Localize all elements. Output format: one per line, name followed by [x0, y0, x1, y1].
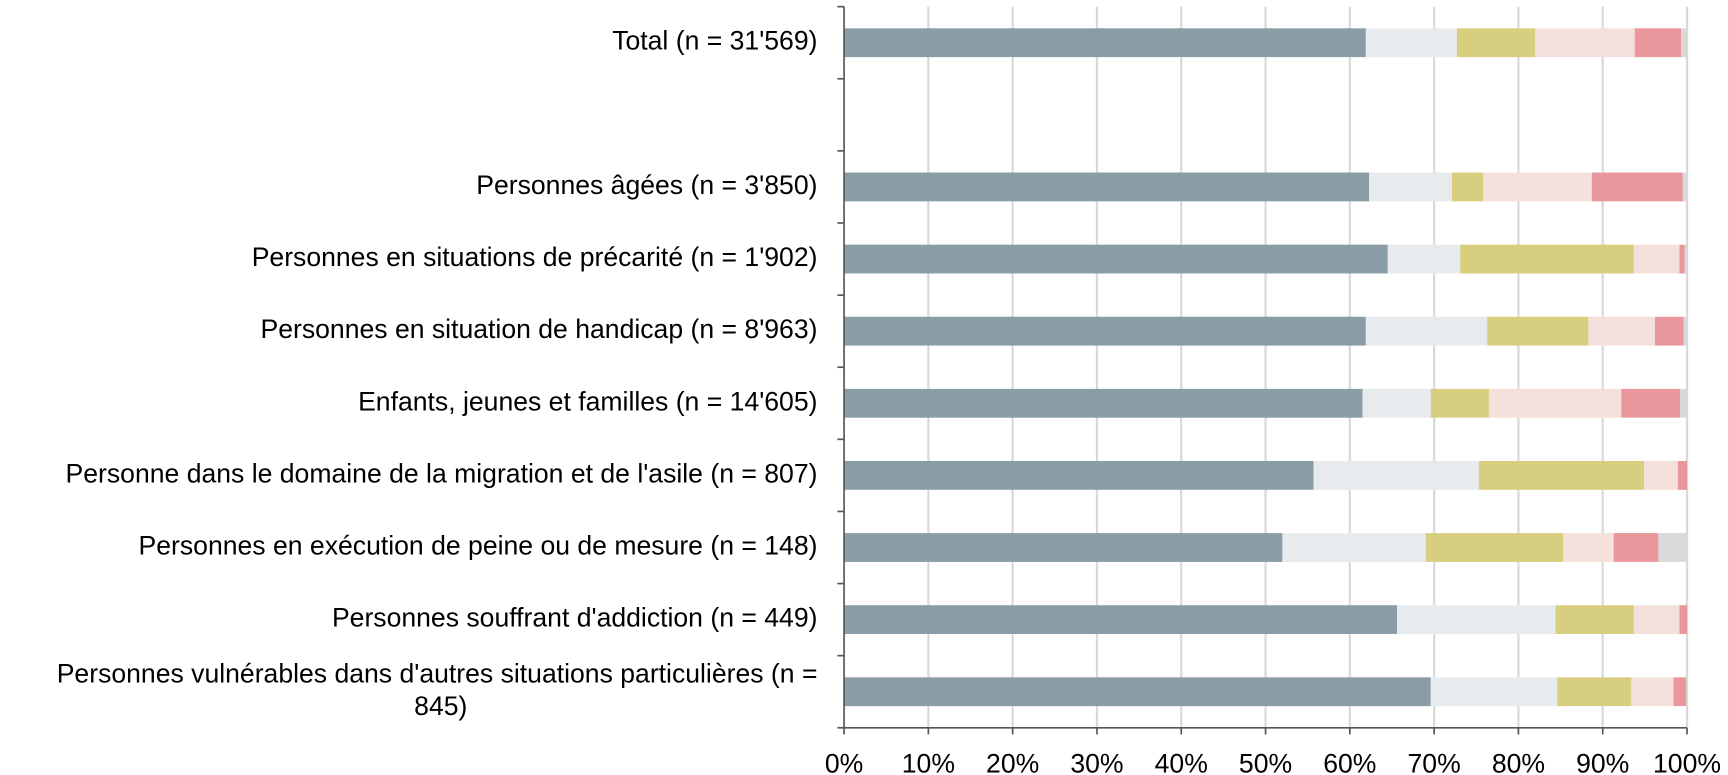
- x-tick-label: 60%: [1323, 748, 1376, 775]
- bar-segment: [1362, 388, 1431, 418]
- bar-segment: [1679, 244, 1685, 274]
- bar-segment: [1588, 316, 1655, 346]
- x-tick-label: 0%: [825, 748, 863, 775]
- bar-segment: [844, 677, 1431, 707]
- bar-segment: [1430, 388, 1489, 418]
- y-tick-label: Personnes en exécution de peine ou de me…: [139, 531, 818, 561]
- bar-segment: [1456, 28, 1536, 58]
- x-tick-label: 20%: [986, 748, 1039, 775]
- y-tick-label: Total (n = 31'569): [612, 26, 817, 56]
- bar-segment: [844, 28, 1366, 58]
- bar-segment: [1681, 28, 1688, 58]
- bar-segment: [1591, 172, 1683, 202]
- bar-segment: [1488, 388, 1622, 418]
- label-line: Personnes vulnérables dans d'autres situ…: [57, 659, 818, 689]
- y-tick-label: Personnes en situation de handicap (n = …: [261, 314, 818, 344]
- bar-segment: [844, 172, 1370, 202]
- x-tick-label: 80%: [1492, 748, 1545, 775]
- bar-segment: [1631, 677, 1674, 707]
- x-tick-label: 50%: [1239, 748, 1292, 775]
- bar-segment: [1633, 244, 1680, 274]
- bar-segment: [1430, 677, 1558, 707]
- bar-segment: [1677, 460, 1688, 490]
- bar-segment: [844, 244, 1388, 274]
- bar-segment: [1680, 388, 1688, 418]
- bar-segment: [844, 388, 1363, 418]
- x-tick-label: 100%: [1653, 748, 1721, 775]
- bar-segment: [1682, 172, 1688, 202]
- bar-segment: [1397, 605, 1556, 635]
- bar-segment: [1313, 460, 1479, 490]
- bar-segment: [844, 605, 1398, 635]
- bar-segment: [1365, 316, 1488, 346]
- bar-segment: [1555, 605, 1634, 635]
- bar-segment: [1282, 533, 1426, 562]
- bar-segment: [1563, 533, 1614, 562]
- bar-segment: [844, 460, 1314, 490]
- bar-segment: [1621, 388, 1681, 418]
- bar-segment: [1460, 244, 1634, 274]
- bar-segment: [1425, 533, 1564, 562]
- x-tick-label: 70%: [1408, 748, 1461, 775]
- bar-segment: [1658, 533, 1688, 562]
- x-tick-label: 30%: [1070, 748, 1123, 775]
- bar-segment: [1686, 677, 1688, 707]
- bar-segment: [1654, 316, 1684, 346]
- bar-segment: [1613, 533, 1659, 562]
- bar-segment: [1451, 172, 1484, 202]
- y-tick-label: Personne dans le domaine de la migration…: [66, 458, 818, 488]
- bar-segment: [1535, 28, 1635, 58]
- bar-segment: [1387, 244, 1461, 274]
- bar-segment: [844, 316, 1366, 346]
- bar-segment: [1483, 172, 1592, 202]
- x-tick-label: 10%: [902, 748, 955, 775]
- bar-segment: [1487, 316, 1589, 346]
- bar-segment: [1369, 172, 1452, 202]
- bar-segment: [1673, 677, 1687, 707]
- bar-segment: [844, 533, 1283, 562]
- label-line: 845): [407, 691, 468, 721]
- bar-segment: [1633, 605, 1680, 635]
- bar-segment: [1684, 244, 1688, 274]
- bar-segment: [1679, 605, 1688, 635]
- y-tick-label: Personnes vulnérables dans d'autres situ…: [57, 659, 818, 721]
- y-tick-label: Personnes souffrant d'addiction (n = 449…: [332, 603, 818, 633]
- bar-segment: [1478, 460, 1645, 490]
- y-tick-label: Enfants, jeunes et familles (n = 14'605): [358, 386, 817, 416]
- bar-segment: [1365, 28, 1457, 58]
- bar-segment: [1683, 316, 1688, 346]
- y-tick-label: Personnes en situations de précarité (n …: [252, 242, 818, 272]
- bar-segment: [1644, 460, 1678, 490]
- y-tick-label: Personnes âgées (n = 3'850): [476, 170, 817, 200]
- x-tick-label: 40%: [1155, 748, 1208, 775]
- bar-segment: [1634, 28, 1682, 58]
- x-tick-label: 90%: [1576, 748, 1629, 775]
- bar-segment: [1557, 677, 1632, 707]
